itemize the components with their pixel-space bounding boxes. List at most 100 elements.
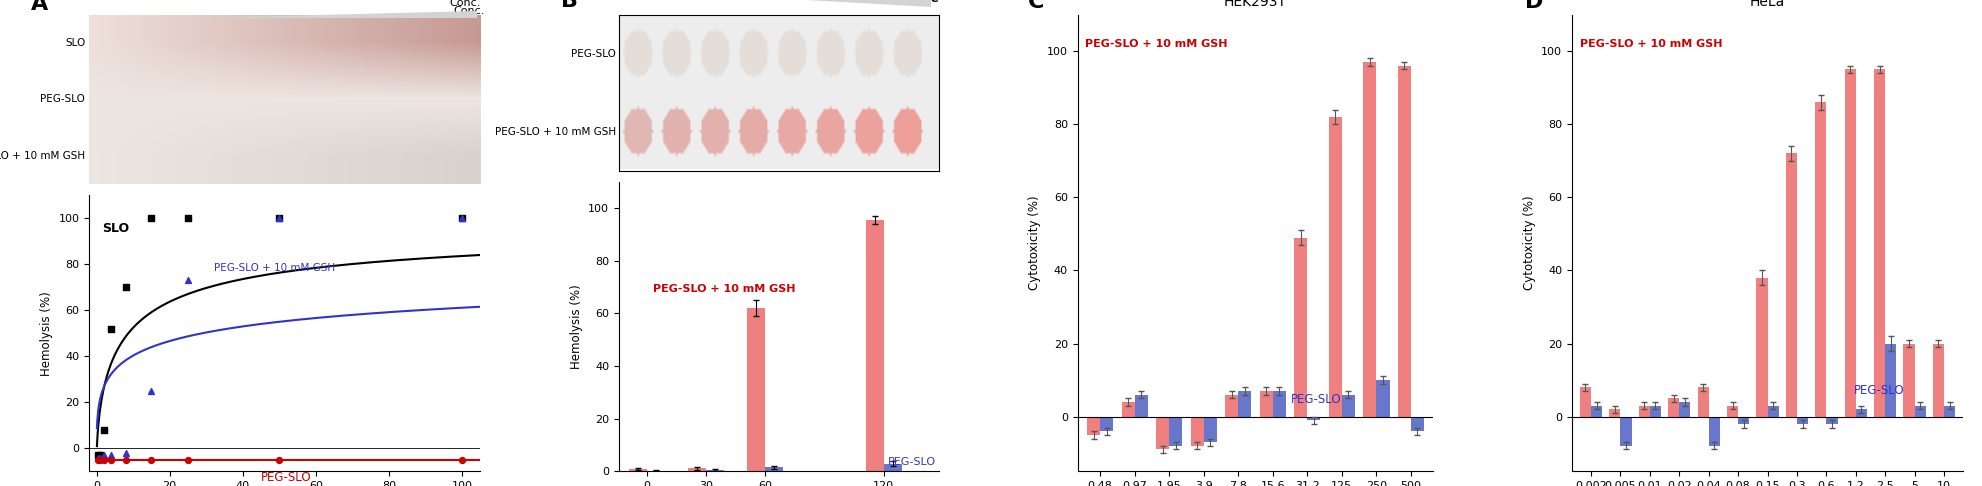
Text: PEG-SLO + 10 mM GSH: PEG-SLO + 10 mM GSH bbox=[0, 151, 85, 161]
Bar bbox=[1134, 395, 1148, 417]
Bar bbox=[1100, 417, 1112, 431]
Bar bbox=[1873, 69, 1885, 417]
Point bbox=[95, 456, 127, 464]
Bar bbox=[1376, 380, 1389, 417]
Bar bbox=[1259, 391, 1272, 417]
Polygon shape bbox=[700, 0, 932, 7]
Bar bbox=[1411, 417, 1423, 431]
Text: Time: Time bbox=[908, 0, 939, 4]
Title: HEK293T: HEK293T bbox=[1223, 0, 1286, 9]
Bar bbox=[1580, 387, 1590, 417]
Bar bbox=[1156, 417, 1169, 450]
Point bbox=[172, 277, 204, 284]
Bar bbox=[1796, 417, 1808, 424]
Point bbox=[85, 454, 117, 462]
Y-axis label: Cytotoxicity (%): Cytotoxicity (%) bbox=[1029, 196, 1041, 290]
Point bbox=[83, 456, 115, 464]
Text: Conc.: Conc. bbox=[452, 6, 484, 16]
Point bbox=[109, 283, 141, 291]
Text: D: D bbox=[1524, 0, 1542, 12]
Bar bbox=[1189, 417, 1203, 446]
Bar bbox=[1342, 395, 1354, 417]
Bar bbox=[765, 468, 783, 471]
Bar bbox=[1766, 406, 1778, 417]
Point bbox=[109, 456, 141, 464]
Bar bbox=[1122, 402, 1134, 417]
Text: PEG-SLO + 10 mM GSH: PEG-SLO + 10 mM GSH bbox=[214, 263, 335, 273]
Bar bbox=[1237, 391, 1251, 417]
Bar bbox=[1328, 117, 1342, 417]
Bar bbox=[1843, 69, 1855, 417]
Bar bbox=[866, 220, 884, 471]
Text: PEG-SLO + 10 mM GSH: PEG-SLO + 10 mM GSH bbox=[652, 284, 795, 295]
Bar bbox=[1825, 417, 1837, 424]
Bar bbox=[1915, 406, 1925, 417]
Bar bbox=[1786, 154, 1796, 417]
Y-axis label: Hemolysis (%): Hemolysis (%) bbox=[40, 291, 54, 376]
Point bbox=[264, 214, 295, 222]
Point bbox=[87, 456, 119, 464]
Bar bbox=[688, 468, 706, 471]
Point bbox=[172, 456, 204, 464]
Bar bbox=[1697, 387, 1708, 417]
Bar bbox=[1903, 344, 1915, 417]
Bar bbox=[1397, 66, 1411, 417]
Bar bbox=[1169, 417, 1181, 446]
Text: PEG-SLO: PEG-SLO bbox=[571, 49, 616, 59]
Bar bbox=[1679, 402, 1689, 417]
Bar bbox=[628, 469, 646, 471]
Text: B: B bbox=[561, 0, 579, 11]
Point bbox=[135, 214, 166, 222]
Text: PEG-SLO + 10 mM GSH: PEG-SLO + 10 mM GSH bbox=[1580, 38, 1722, 49]
Text: PEG-SLO + 10 mM GSH: PEG-SLO + 10 mM GSH bbox=[1084, 38, 1227, 49]
Bar bbox=[1225, 395, 1237, 417]
Bar bbox=[1756, 278, 1766, 417]
Polygon shape bbox=[198, 11, 476, 18]
Point bbox=[87, 426, 119, 434]
Point bbox=[85, 456, 117, 464]
Point bbox=[446, 214, 478, 222]
Point bbox=[83, 454, 115, 462]
Point bbox=[172, 214, 204, 222]
Bar bbox=[1203, 417, 1217, 442]
Title: HeLa: HeLa bbox=[1748, 0, 1784, 9]
Bar bbox=[1942, 406, 1954, 417]
Bar bbox=[1708, 417, 1718, 446]
Bar bbox=[646, 470, 664, 471]
Text: PEG-SLO: PEG-SLO bbox=[1290, 393, 1342, 406]
Bar bbox=[1885, 344, 1895, 417]
Bar bbox=[1814, 102, 1825, 417]
Bar bbox=[1726, 406, 1738, 417]
Text: SLO: SLO bbox=[101, 222, 129, 235]
Bar bbox=[1086, 417, 1100, 435]
Bar bbox=[1619, 417, 1631, 446]
Point bbox=[109, 449, 141, 457]
Text: Conc.: Conc. bbox=[448, 0, 480, 8]
Bar bbox=[1590, 406, 1601, 417]
Point bbox=[95, 325, 127, 332]
Point bbox=[135, 456, 166, 464]
Bar bbox=[1667, 399, 1679, 417]
Text: C: C bbox=[1027, 0, 1045, 12]
Bar bbox=[1738, 417, 1748, 424]
Bar bbox=[884, 464, 902, 471]
Bar bbox=[1649, 406, 1661, 417]
Bar bbox=[1294, 238, 1306, 417]
Text: PEG-SLO + 10 mM GSH: PEG-SLO + 10 mM GSH bbox=[494, 126, 616, 137]
Point bbox=[135, 387, 166, 395]
Text: PEG-SLO: PEG-SLO bbox=[40, 94, 85, 104]
Y-axis label: Cytotoxicity (%): Cytotoxicity (%) bbox=[1522, 196, 1534, 290]
Point bbox=[264, 214, 295, 222]
Bar bbox=[1637, 406, 1649, 417]
Text: PEG-SLO: PEG-SLO bbox=[262, 470, 311, 484]
Bar bbox=[747, 308, 765, 471]
Point bbox=[264, 456, 295, 464]
Point bbox=[446, 456, 478, 464]
Text: PEG-SLO: PEG-SLO bbox=[1853, 384, 1903, 397]
Text: SLO: SLO bbox=[65, 38, 85, 48]
Point bbox=[95, 451, 127, 459]
Bar bbox=[1609, 409, 1619, 417]
Text: A: A bbox=[30, 0, 48, 14]
Point bbox=[87, 451, 119, 459]
Bar bbox=[1306, 417, 1320, 420]
